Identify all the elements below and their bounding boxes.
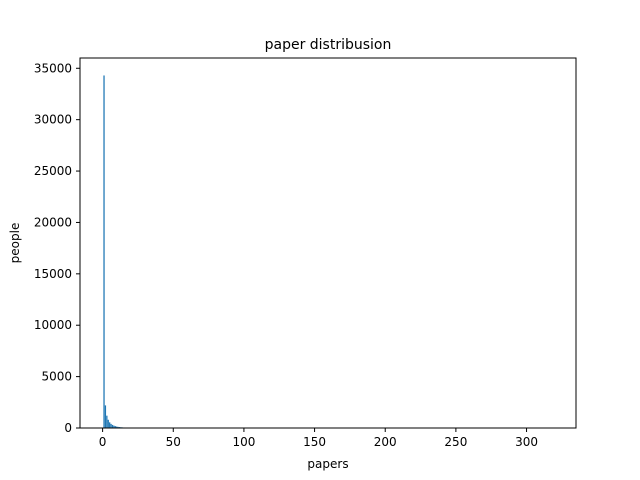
histogram-bar [104,405,107,428]
histogram-bar [103,75,105,428]
histogram-bar [114,426,116,428]
y-tick-label: 30000 [34,113,72,127]
y-tick-label: 5000 [41,370,72,384]
y-tick-label: 20000 [34,215,72,229]
bars-group [103,75,146,429]
histogram-bar [106,415,108,428]
histogram-bar [110,423,112,428]
histogram-bar [111,424,114,428]
histogram-bar [113,425,115,428]
y-tick-label: 0 [64,421,72,435]
x-tick-label: 150 [303,435,326,449]
x-ticks-group: 0 50 100 150 200 250 300 [99,428,538,449]
x-tick-label: 0 [99,435,107,449]
x-tick-label: 100 [232,435,255,449]
histogram-bar [116,426,118,428]
plot-frame [79,57,577,429]
histogram-bar [117,426,119,428]
x-tick-label: 50 [166,435,181,449]
y-axis-title: people [8,223,22,264]
y-tick-label: 15000 [34,267,72,281]
y-tick-label: 25000 [34,164,72,178]
y-tick-label: 10000 [34,318,72,332]
x-tick-label: 250 [444,435,467,449]
y-tick-label: 35000 [34,61,72,75]
histogram-bar [107,419,109,428]
x-tick-label: 200 [374,435,397,449]
x-tick-label: 300 [515,435,538,449]
histogram-bar [109,422,111,428]
x-axis-title: papers [307,457,348,471]
y-ticks-group: 0 5000 10000 15000 20000 25000 30000 35000 [34,61,80,435]
chart-title: paper distribusion [265,37,392,53]
